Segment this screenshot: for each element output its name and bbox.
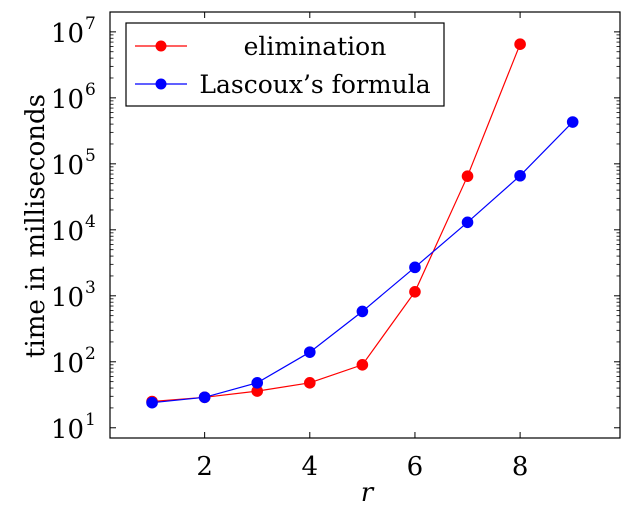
x-axis-title: r: [361, 478, 375, 506]
data-point-0: [251, 385, 264, 397]
y-tick-label: 10: [51, 283, 84, 313]
legend-label-lascoux: Lascoux’s formula: [199, 70, 430, 99]
y-axis-title: time in milliseconds: [21, 94, 51, 358]
data-point-1: [356, 305, 369, 318]
data-point-1: [303, 346, 316, 358]
data-point-1: [409, 261, 421, 274]
data-point-1: [514, 169, 526, 182]
series-layer: [146, 38, 579, 409]
legend-box: [125, 22, 445, 107]
data-point-0: [303, 377, 316, 389]
data-point-1: [251, 377, 264, 389]
y-tick-label: 10: [51, 85, 84, 115]
data-point-0: [409, 286, 421, 298]
y-tick-exponent: 3: [85, 278, 96, 298]
y-tick-exponent: 1: [85, 410, 96, 430]
plot-frame: [109, 11, 621, 439]
data-point-0: [514, 38, 526, 51]
series-line-0: [152, 43, 521, 403]
y-tick-label: 10: [51, 217, 84, 247]
legend-label-elimination: elimination: [244, 32, 387, 61]
y-tick-label: 10: [51, 349, 84, 379]
y-tick-exponent: 7: [85, 14, 96, 34]
legend-marker-lascoux: [155, 78, 167, 90]
data-point-1: [198, 391, 211, 404]
y-tick-exponent: 4: [85, 212, 96, 232]
data-point-0: [356, 359, 369, 371]
legend-marker-elimination: [155, 40, 167, 52]
y-tick-exponent: 6: [85, 80, 96, 100]
x-tick-label: 4: [302, 452, 319, 482]
legend: elimination Lascoux’s formula: [125, 22, 445, 107]
x-tick-label: 2: [196, 452, 213, 482]
data-point-1: [146, 396, 158, 409]
data-point-0: [461, 170, 474, 182]
x-tick-label: 6: [407, 452, 424, 482]
data-point-1: [566, 116, 579, 128]
y-tick-label: 10: [51, 19, 84, 49]
y-tick-exponent: 5: [85, 146, 96, 166]
y-tick-label: 10: [51, 151, 84, 181]
y-tick-label: 10: [51, 415, 84, 445]
x-tick-label: 8: [512, 452, 529, 482]
data-point-1: [461, 216, 474, 229]
y-tick-exponent: 2: [85, 344, 96, 364]
